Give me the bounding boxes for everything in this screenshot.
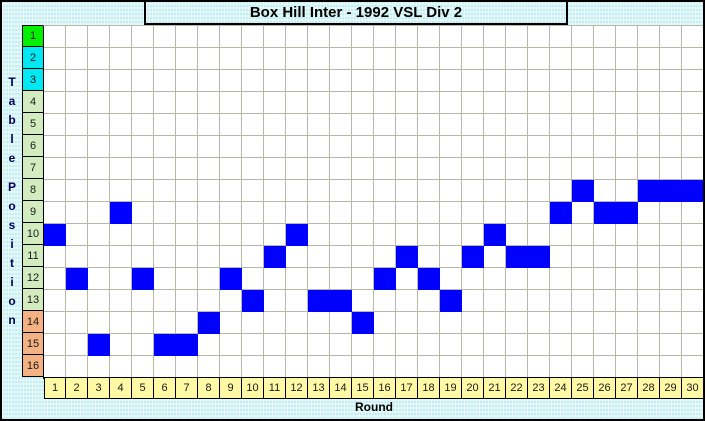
position-label-cell: 2	[22, 47, 44, 69]
position-marker	[132, 268, 154, 290]
position-marker	[308, 290, 330, 312]
position-label-cell: 5	[22, 113, 44, 135]
position-label-cell: 7	[22, 157, 44, 179]
y-axis-letter: n	[8, 312, 16, 327]
position-label-cell: 15	[22, 333, 44, 355]
position-label-cell: 4	[22, 91, 44, 113]
position-label-cell: 14	[22, 311, 44, 333]
position-marker	[110, 202, 132, 224]
y-axis-letter: i	[10, 236, 14, 251]
position-marker	[220, 268, 242, 290]
round-label-cell: 14	[330, 377, 352, 399]
y-axis-letter: i	[10, 274, 14, 289]
round-label-cell: 6	[154, 377, 176, 399]
position-label-cell: 9	[22, 201, 44, 223]
round-label-cell: 1	[44, 377, 66, 399]
position-marker	[550, 202, 572, 224]
position-label-cell: 6	[22, 135, 44, 157]
position-marker	[374, 268, 396, 290]
position-label-cell: 16	[22, 355, 44, 377]
position-marker	[330, 290, 352, 312]
position-label-cell: 13	[22, 289, 44, 311]
round-label-cell: 28	[638, 377, 660, 399]
round-label-cell: 12	[286, 377, 308, 399]
round-label-cell: 22	[506, 377, 528, 399]
y-axis-letter: t	[10, 255, 14, 270]
round-label-cell: 26	[594, 377, 616, 399]
y-axis-letter: T	[8, 74, 16, 89]
position-marker	[286, 224, 308, 246]
round-label-cell: 16	[374, 377, 396, 399]
y-axis-letter: l	[10, 131, 14, 146]
position-marker	[154, 334, 176, 356]
position-marker	[616, 202, 638, 224]
position-marker	[506, 246, 528, 268]
position-label-cell: 12	[22, 267, 44, 289]
round-label-cell: 3	[88, 377, 110, 399]
round-label-cell: 23	[528, 377, 550, 399]
round-label-cell: 7	[176, 377, 198, 399]
position-marker	[352, 312, 374, 334]
position-marker	[396, 246, 418, 268]
round-label-cell: 17	[396, 377, 418, 399]
chart-title: Box Hill Inter - 1992 VSL Div 2	[144, 2, 568, 25]
position-marker	[198, 312, 220, 334]
y-axis-letter: o	[8, 293, 16, 308]
round-label-cell: 30	[682, 377, 703, 399]
position-marker	[242, 290, 264, 312]
position-marker	[88, 334, 110, 356]
position-marker	[528, 246, 550, 268]
y-axis-letter: b	[8, 112, 16, 127]
round-label-cell: 13	[308, 377, 330, 399]
round-label-cell: 19	[440, 377, 462, 399]
x-axis-title: Round	[355, 400, 393, 414]
round-label-cell: 24	[550, 377, 572, 399]
position-marker	[264, 246, 286, 268]
position-marker	[440, 290, 462, 312]
round-label-cell: 11	[264, 377, 286, 399]
position-label-cell: 11	[22, 245, 44, 267]
position-marker	[638, 180, 660, 202]
position-label-cell: 10	[22, 223, 44, 245]
position-marker	[484, 224, 506, 246]
position-marker	[594, 202, 616, 224]
y-axis-letter: o	[8, 198, 16, 213]
y-axis-letter: a	[8, 93, 16, 108]
round-label-cell: 18	[418, 377, 440, 399]
round-label-cell: 5	[132, 377, 154, 399]
position-marker	[418, 268, 440, 290]
position-marker	[66, 268, 88, 290]
y-axis-letter: s	[8, 217, 16, 232]
position-marker	[176, 334, 198, 356]
round-label-cell: 4	[110, 377, 132, 399]
position-marker	[682, 180, 703, 202]
round-label-cell: 2	[66, 377, 88, 399]
y-axis-letter: P	[7, 179, 16, 194]
round-label-cell: 20	[462, 377, 484, 399]
round-label-cell: 21	[484, 377, 506, 399]
y-axis-letter: e	[8, 150, 16, 165]
position-marker	[44, 224, 66, 246]
round-label-cell: 8	[198, 377, 220, 399]
position-marker	[572, 180, 594, 202]
plot-grid	[43, 25, 703, 379]
round-label-cell: 10	[242, 377, 264, 399]
round-label-cell: 25	[572, 377, 594, 399]
position-label-cell: 8	[22, 179, 44, 201]
round-label-cell: 27	[616, 377, 638, 399]
round-label-cell: 9	[220, 377, 242, 399]
round-label-cell: 29	[660, 377, 682, 399]
position-marker	[462, 246, 484, 268]
position-label-cell: 1	[22, 25, 44, 47]
position-marker	[660, 180, 682, 202]
round-label-cell: 15	[352, 377, 374, 399]
position-label-cell: 3	[22, 69, 44, 91]
